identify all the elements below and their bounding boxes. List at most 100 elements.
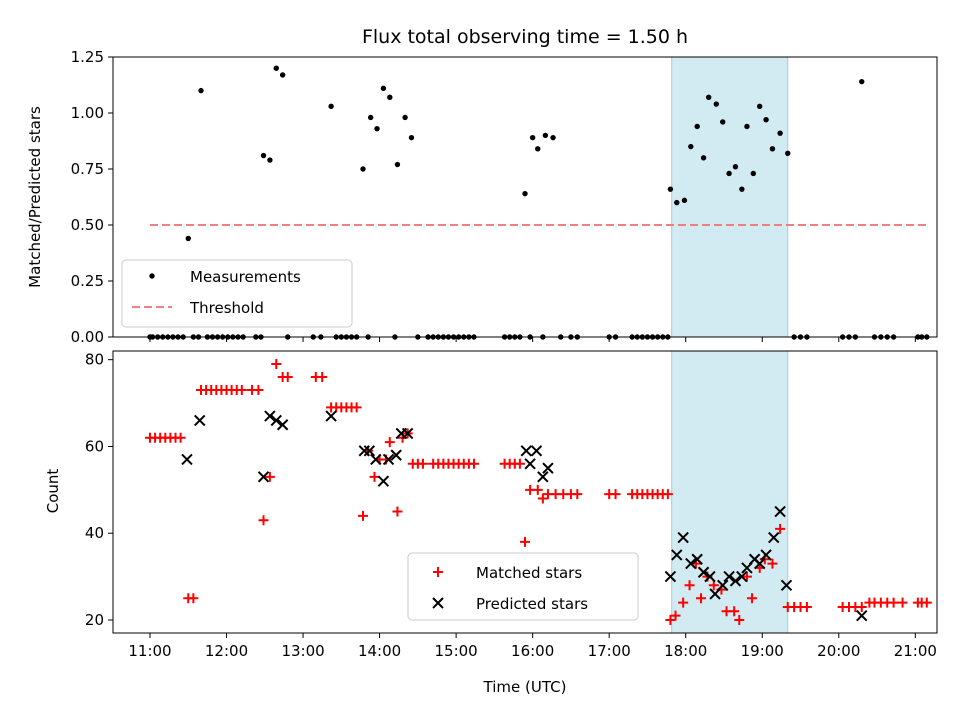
matched-star-point — [665, 614, 676, 625]
y-tick-label: 1.00 — [71, 104, 104, 122]
matched-star-point — [532, 484, 543, 495]
x-tick-label: 12:00 — [205, 642, 248, 660]
y-tick-label: 0.50 — [71, 216, 104, 234]
measurement-point — [769, 146, 776, 152]
measurement-point — [360, 166, 366, 172]
top-axes-frame — [112, 56, 938, 338]
matched-star-point — [417, 458, 428, 469]
predicted-star-point — [664, 570, 677, 583]
measurement-point — [744, 123, 750, 130]
measurement-point — [688, 143, 694, 150]
measurement-point — [535, 146, 541, 152]
measurement-point — [681, 197, 688, 204]
matched-star-point — [468, 458, 479, 469]
x-tick-label: 18:00 — [664, 642, 707, 660]
predicted-star-point — [671, 549, 683, 561]
matched-star-point — [610, 489, 621, 500]
measurement-point — [402, 114, 408, 121]
y-tick-label: 20 — [85, 611, 104, 629]
legend-box — [407, 552, 639, 621]
legend-box — [121, 259, 353, 328]
measurement-point — [674, 199, 680, 206]
measurement-point — [279, 72, 286, 78]
measurement-point — [785, 150, 791, 157]
measurement-point — [694, 123, 700, 130]
measurement-point — [705, 94, 712, 101]
legend-label-measurements: Measurements — [190, 268, 301, 286]
legend-label-matched: Matched stars — [476, 564, 582, 582]
predicted-star-point — [390, 449, 402, 461]
measurement-point — [739, 186, 745, 192]
y-tick-label: 0.75 — [71, 160, 104, 178]
matched-star-point — [537, 493, 548, 504]
y-tick-label: 1.25 — [71, 48, 104, 66]
measurement-point — [367, 114, 374, 121]
matched-star-point — [856, 601, 867, 612]
predicted-star-point — [382, 453, 395, 466]
measurement-point — [700, 155, 707, 161]
y-tick-label: 40 — [85, 524, 104, 542]
measurement-point — [859, 78, 865, 85]
top-legend: Measurements Threshold — [121, 259, 353, 328]
matched-star-point — [897, 597, 908, 608]
legend-marker-measurements — [149, 273, 155, 279]
measurement-point — [667, 186, 674, 192]
predicted-star-point — [697, 566, 710, 578]
predicted-star-point — [780, 579, 793, 591]
predicted-star-point — [325, 410, 337, 422]
matched-star-point — [392, 506, 403, 517]
predicted-star-point — [377, 475, 390, 487]
matched-star-point — [253, 385, 264, 396]
predicted-star-point — [181, 453, 193, 466]
predicted-star-point — [401, 427, 414, 440]
matched-star-point — [696, 593, 707, 604]
measurement-point — [529, 134, 536, 141]
legend-label-predicted: Predicted stars — [476, 595, 588, 613]
predicted-star-point — [760, 549, 772, 561]
matched-star-point — [888, 597, 899, 608]
x-tick-label: 15:00 — [435, 642, 478, 660]
measurement-point — [374, 125, 380, 132]
matched-star-point — [741, 571, 752, 582]
predicted-star-point — [530, 445, 543, 457]
predicted-star-point — [276, 419, 289, 431]
predicted-star-point — [270, 414, 282, 427]
measurement-point — [394, 161, 401, 168]
matched-star-point — [520, 536, 530, 547]
y-tick-label: 60 — [85, 437, 104, 455]
predicted-star-point — [768, 531, 780, 544]
y-tick-label: 0.00 — [71, 328, 104, 346]
matched-star-point — [734, 614, 745, 625]
bottom-legend: Matched stars Predicted stars — [407, 552, 639, 621]
measurement-point — [542, 132, 549, 139]
measurement-point — [328, 103, 334, 109]
predicted-star-point — [370, 453, 382, 466]
matched-star-point — [729, 606, 740, 617]
measurement-point — [713, 101, 720, 107]
measurement-point — [522, 190, 528, 197]
matched-star-point — [317, 372, 328, 383]
measurement-point — [763, 117, 769, 123]
matched-star-point — [188, 593, 199, 604]
predicted-star-point — [856, 609, 868, 622]
x-tick-label: 19:00 — [741, 642, 784, 660]
predicted-star-point — [537, 471, 549, 483]
x-tick-label: 21:00 — [894, 642, 937, 660]
matched-star-point — [775, 523, 786, 534]
predicted-star-point — [264, 410, 276, 422]
measurement-point — [750, 170, 757, 177]
predicted-star-point — [753, 557, 766, 570]
chart-title: Flux total observing time = 1.50 h — [362, 26, 688, 48]
y-tick-label: 80 — [85, 351, 104, 369]
predicted-star-point — [542, 462, 554, 474]
matched-star-point — [384, 437, 395, 448]
measurement-point — [273, 65, 279, 71]
measurement-point — [260, 152, 267, 159]
matched-star-point — [670, 610, 681, 621]
matched-star-point — [801, 601, 812, 612]
top-panel: 0.00 0.25 0.50 0.75 1.00 1.25 Measurements Thre… — [71, 48, 938, 346]
legend-marker-matched — [433, 567, 443, 577]
predicted-star-point — [717, 579, 729, 591]
measurement-point — [387, 94, 393, 101]
